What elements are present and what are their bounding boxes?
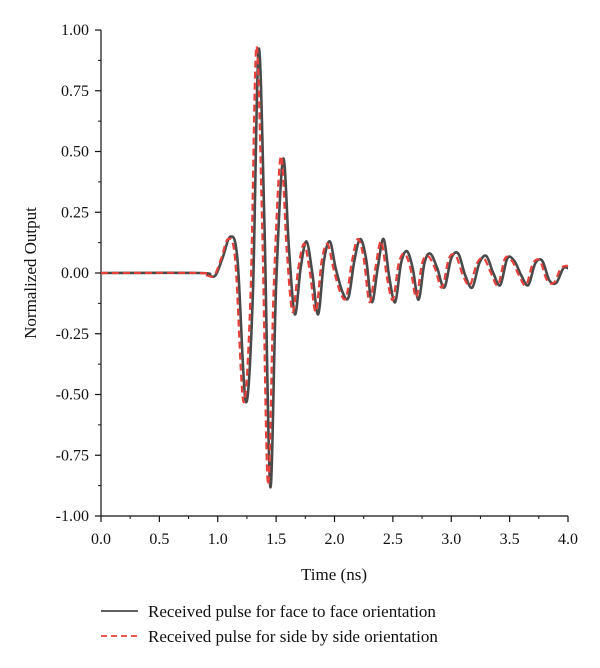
y-tick-label: 0.50 <box>61 144 89 161</box>
legend-label-side-by-side: Received pulse for side by side orientat… <box>148 627 438 646</box>
y-tick-label: -0.25 <box>56 326 89 343</box>
y-tick-label: -0.50 <box>56 387 89 404</box>
x-axis-title: Time (ns) <box>301 565 367 584</box>
series-side-by-side-line <box>100 45 569 486</box>
series-face-to-face-line <box>100 47 569 489</box>
x-tick-label: 1.0 <box>208 531 228 548</box>
y-axis-title: Normalized Output <box>21 207 40 339</box>
y-tick-label: 0.00 <box>61 265 89 282</box>
legend-label-face-to-face: Received pulse for face to face orientat… <box>148 602 436 621</box>
x-axis-ticks: 0.0 0.5 1.0 1.5 2.0 2.5 3.0 3.5 4.0 <box>91 516 578 548</box>
y-tick-label: 0.25 <box>61 204 89 221</box>
x-tick-label: 0.5 <box>149 531 169 548</box>
series-layer <box>100 45 569 489</box>
x-tick-label: 2.0 <box>325 531 345 548</box>
y-tick-label: -0.75 <box>56 447 89 464</box>
x-tick-label: 0.0 <box>91 531 111 548</box>
x-tick-label: 3.5 <box>500 531 520 548</box>
x-tick-label: 3.0 <box>441 531 461 548</box>
y-tick-label: -1.00 <box>56 508 89 525</box>
y-tick-label: 0.75 <box>61 83 89 100</box>
y-axis-ticks: 1.00 0.75 0.50 0.25 0.00 -0.25 -0.50 -0.75 -1.00 <box>56 22 101 525</box>
y-tick-label: 1.00 <box>61 22 89 39</box>
x-tick-label: 1.5 <box>266 531 286 548</box>
x-tick-label: 2.5 <box>383 531 403 548</box>
legend: Received pulse for face to face orientat… <box>101 602 438 646</box>
x-tick-label: 4.0 <box>558 531 578 548</box>
